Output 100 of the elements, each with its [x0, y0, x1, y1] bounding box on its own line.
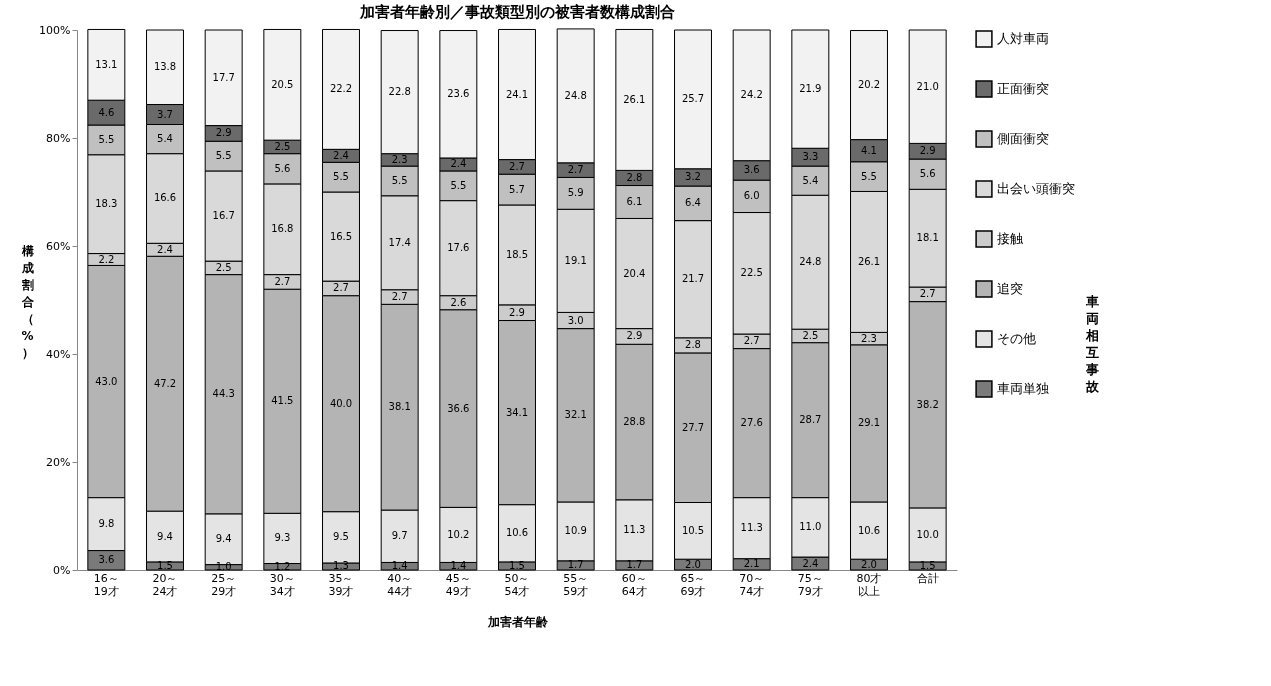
- data-label: 21.9: [799, 83, 822, 95]
- y-tick-label: 40%: [46, 347, 71, 361]
- data-label: 5.4: [157, 133, 173, 145]
- data-label: 9.4: [215, 533, 232, 545]
- data-label: 5.4: [802, 174, 819, 186]
- data-label: 5.6: [274, 162, 291, 174]
- data-label: 3.2: [685, 171, 701, 183]
- data-label: 2.5: [802, 329, 819, 341]
- legend-label: 正面衝突: [997, 81, 1049, 96]
- data-label: 4.6: [98, 106, 115, 118]
- data-label: 44.3: [212, 388, 235, 400]
- data-label: 9.7: [391, 530, 408, 542]
- data-label: 17.7: [212, 71, 235, 83]
- x-tick-label: 55～59才: [563, 571, 589, 598]
- data-label: 17.4: [388, 236, 411, 248]
- data-label: 1.7: [626, 559, 643, 571]
- legend-label: 車両単独: [997, 381, 1049, 396]
- data-label: 32.1: [564, 409, 587, 421]
- data-label: 2.1: [743, 558, 760, 570]
- x-tick-label: 30～34才: [269, 571, 295, 598]
- data-label: 22.8: [388, 86, 411, 98]
- data-label: 2.5: [274, 140, 291, 152]
- data-label: 2.7: [391, 291, 408, 303]
- data-label: 5.5: [391, 174, 408, 186]
- data-label: 16.5: [329, 230, 353, 242]
- data-label: 5.5: [861, 170, 877, 182]
- data-label: 19.1: [564, 254, 587, 266]
- data-label: 4.1: [861, 144, 877, 156]
- data-label: 26.1: [857, 255, 881, 267]
- x-axis-title: 加害者年齢: [486, 614, 549, 629]
- data-label: 27.6: [740, 417, 763, 429]
- data-label: 20.2: [857, 79, 881, 91]
- text: 車両相互事故: [1084, 293, 1100, 395]
- data-label: 10.6: [505, 527, 529, 539]
- x-tick-label: 65～69才: [680, 571, 706, 598]
- data-label: 2.7: [567, 164, 584, 176]
- data-label: 2.7: [333, 282, 349, 294]
- data-label: 24.8: [799, 256, 822, 268]
- data-label: 11.3: [740, 522, 763, 534]
- legend-label: 人対車両: [997, 31, 1049, 46]
- data-label: 2.3: [861, 332, 877, 344]
- data-label: 9.5: [333, 531, 349, 543]
- data-label: 2.5: [215, 261, 232, 273]
- legend-label: 側面衝突: [997, 131, 1049, 146]
- data-label: 2.9: [215, 127, 232, 139]
- data-label: 22.5: [740, 267, 763, 279]
- x-tick-label: 20～24才: [152, 571, 178, 598]
- x-tick-label: 合計: [916, 571, 939, 585]
- y-tick-label: 80%: [46, 131, 71, 145]
- data-label: 18.3: [95, 198, 118, 210]
- data-label: 2.4: [450, 158, 467, 170]
- y-axis-title: 構成割合（%）: [20, 243, 35, 360]
- y-tick-label: 0%: [53, 563, 71, 577]
- data-label: 10.2: [447, 528, 470, 540]
- data-label: 36.6: [447, 402, 470, 414]
- data-label: 16.6: [153, 192, 177, 204]
- x-tick-label: 40～44才: [387, 571, 413, 598]
- data-label: 2.8: [626, 171, 643, 183]
- data-label: 24.1: [505, 88, 529, 100]
- x-tick-label: 70～74才: [739, 571, 765, 598]
- data-label: 28.8: [623, 416, 646, 428]
- y-tick-label: 20%: [46, 455, 71, 469]
- x-tick-label: 35～39才: [328, 571, 354, 598]
- data-label: 26.1: [623, 93, 646, 105]
- data-label: 34.1: [505, 406, 529, 418]
- data-label: 1.5: [919, 559, 936, 571]
- data-label: 13.1: [95, 58, 118, 70]
- data-label: 21.0: [916, 80, 939, 92]
- data-label: 18.5: [505, 248, 529, 260]
- data-label: 28.7: [799, 414, 822, 426]
- data-label: 2.9: [919, 145, 936, 157]
- y-tick-label: 100%: [39, 23, 71, 37]
- data-label: 5.5: [215, 150, 232, 162]
- data-label: 5.9: [567, 187, 584, 199]
- y-tick-label: 60%: [46, 239, 71, 253]
- data-label: 2.0: [861, 558, 877, 570]
- data-label: 1.5: [157, 559, 173, 571]
- data-label: 3.6: [98, 554, 115, 566]
- data-label: 1.4: [391, 560, 408, 572]
- data-label: 25.7: [681, 93, 705, 105]
- data-label: 5.6: [919, 168, 936, 180]
- data-label: 20.4: [623, 267, 646, 279]
- data-label: 43.0: [95, 375, 118, 387]
- data-label: 3.0: [567, 314, 584, 326]
- chart-title: 加害者年齢別／事故類型別の被害者数構成割合: [358, 3, 675, 21]
- data-label: 3.7: [157, 108, 173, 120]
- data-label: 2.7: [274, 275, 291, 287]
- data-label: 2.0: [685, 558, 701, 570]
- data-label: 40.0: [329, 397, 353, 409]
- data-label: 3.3: [802, 151, 819, 163]
- data-label: 20.5: [271, 78, 294, 90]
- data-label: 5.7: [509, 183, 525, 195]
- data-label: 47.2: [153, 377, 177, 389]
- data-label: 1.5: [509, 559, 525, 571]
- data-label: 9.8: [98, 518, 115, 530]
- data-label: 6.4: [685, 197, 701, 209]
- data-label: 2.8: [685, 339, 701, 351]
- data-label: 17.6: [447, 242, 470, 254]
- x-tick-label: 16～19才: [93, 571, 119, 598]
- data-label: 2.4: [802, 557, 819, 569]
